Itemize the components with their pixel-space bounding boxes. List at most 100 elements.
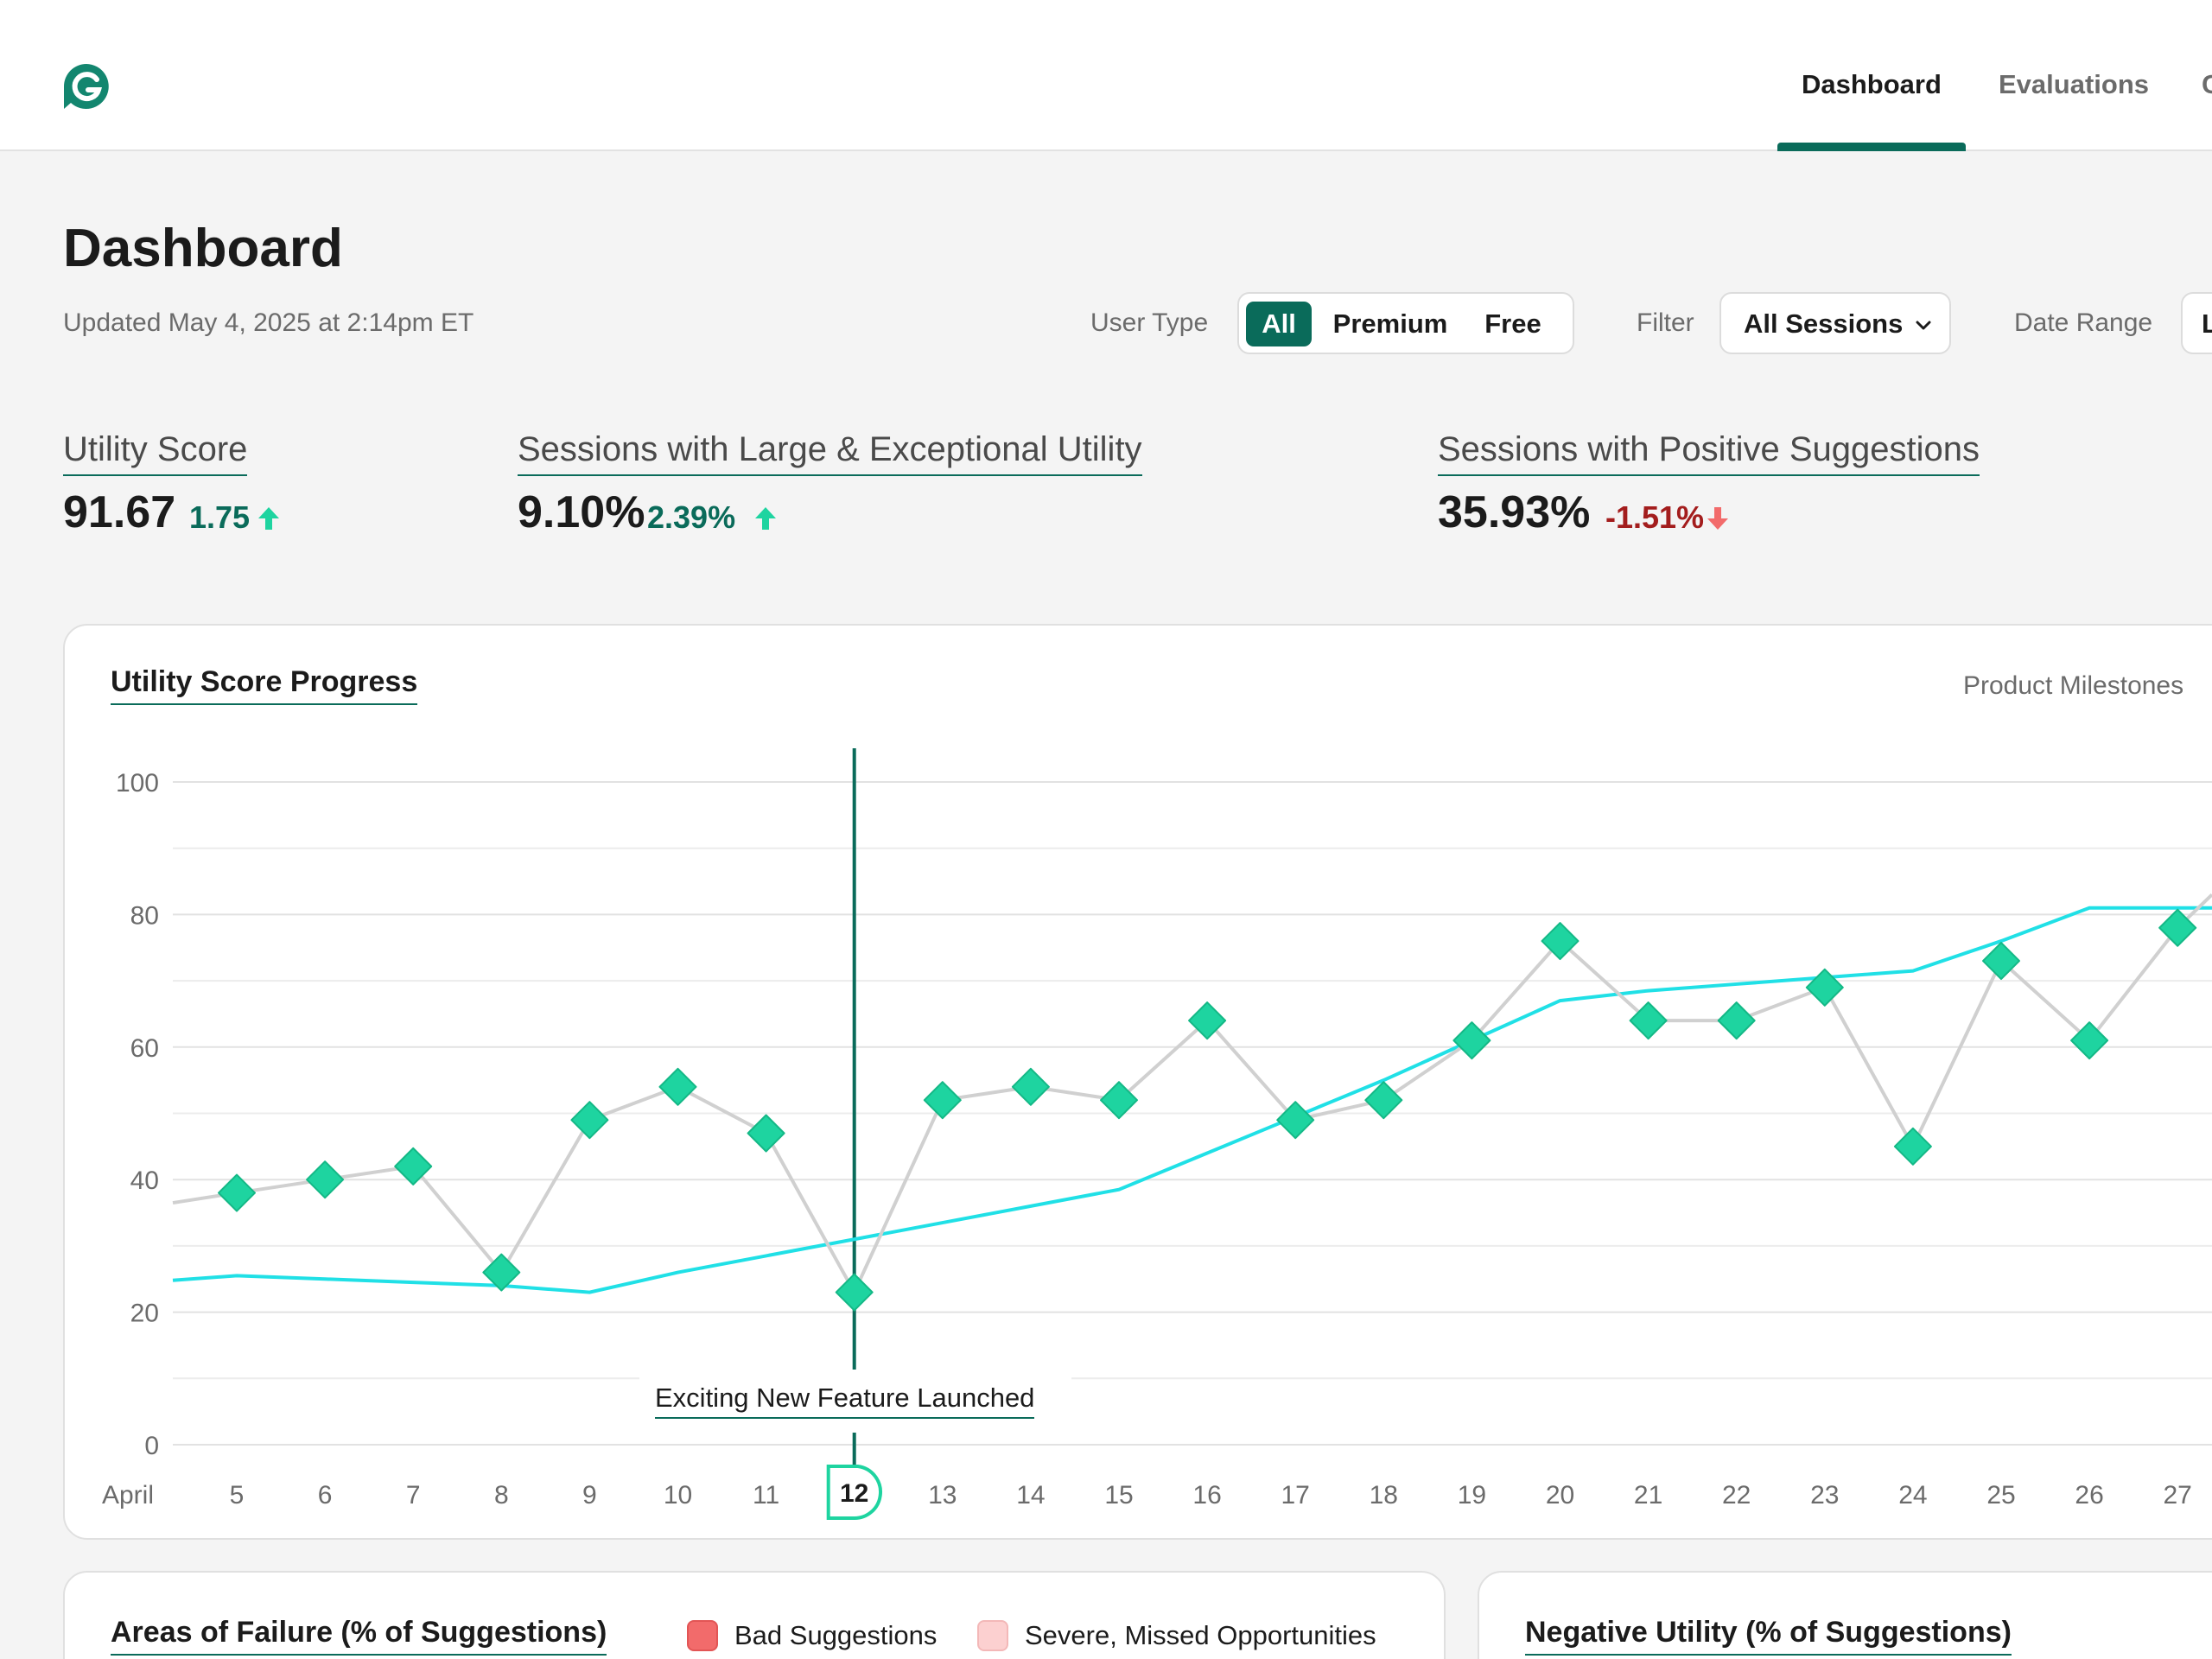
user-type-all[interactable]: All bbox=[1246, 302, 1312, 346]
y-tick-label: 40 bbox=[130, 1166, 159, 1195]
x-tick-label: 22 bbox=[1722, 1481, 1751, 1510]
filter-dropdown[interactable]: All Sessions bbox=[1719, 292, 1951, 354]
y-tick-label: 0 bbox=[144, 1432, 159, 1460]
updated-timestamp: Updated May 4, 2025 at 2:14pm ET bbox=[63, 308, 474, 337]
x-tick-label: 6 bbox=[318, 1481, 333, 1510]
product-milestones-toggle[interactable]: Product Milestones bbox=[1963, 671, 2184, 700]
y-tick-label: 60 bbox=[130, 1034, 159, 1063]
daily-score-line bbox=[172, 893, 2212, 1297]
x-tick-label: 19 bbox=[1458, 1481, 1486, 1510]
arrow-up-icon bbox=[755, 507, 776, 530]
data-point-marker bbox=[218, 1173, 256, 1212]
data-point-marker bbox=[1982, 942, 2020, 981]
metric-utility-score-label[interactable]: Utility Score bbox=[63, 430, 248, 476]
metric-positive-suggestions-label[interactable]: Sessions with Positive Suggestions bbox=[1438, 430, 1980, 476]
metric-positive-suggestions-delta: -1.51% bbox=[1605, 499, 1705, 535]
x-tick-label: 27 bbox=[2164, 1481, 2192, 1510]
x-tick-label: 21 bbox=[1634, 1481, 1662, 1510]
data-point-marker bbox=[1364, 1081, 1403, 1120]
data-point-marker bbox=[1276, 1101, 1315, 1140]
metric-large-utility-label[interactable]: Sessions with Large & Exceptional Utilit… bbox=[518, 430, 1142, 476]
y-tick-label: 100 bbox=[116, 769, 159, 798]
legend-swatch-missed-opportunities bbox=[977, 1620, 1008, 1651]
data-point-marker bbox=[923, 1081, 962, 1120]
x-tick-label: 16 bbox=[1192, 1481, 1221, 1510]
data-point-marker bbox=[1188, 1001, 1227, 1040]
x-tick-label: 20 bbox=[1546, 1481, 1574, 1510]
data-point-marker bbox=[747, 1114, 785, 1153]
x-tick-label: 9 bbox=[582, 1481, 597, 1510]
chevron-down-icon bbox=[1916, 321, 1931, 330]
arrow-down-icon bbox=[1707, 507, 1728, 530]
data-point-marker bbox=[1629, 1001, 1668, 1040]
top-nav: Dashboard Evaluations C bbox=[0, 0, 2212, 151]
data-point-marker bbox=[570, 1101, 609, 1140]
arrow-up-icon bbox=[258, 507, 279, 530]
data-point-marker bbox=[1011, 1067, 1050, 1106]
date-range-label: Date Range bbox=[2014, 308, 2153, 337]
x-tick-label: 17 bbox=[1281, 1481, 1310, 1510]
x-month-label: April bbox=[102, 1481, 154, 1510]
data-point-marker bbox=[1805, 968, 1844, 1007]
x-tick-label: 8 bbox=[494, 1481, 509, 1510]
data-point-marker bbox=[1717, 1001, 1756, 1040]
data-point-marker bbox=[835, 1273, 874, 1312]
metric-large-utility-value: 9.10% bbox=[518, 487, 645, 537]
metric-utility-score-value: 91.67 bbox=[63, 487, 176, 537]
date-range-value: L bbox=[2202, 308, 2212, 339]
areas-of-failure-title[interactable]: Areas of Failure (% of Suggestions) bbox=[111, 1616, 607, 1656]
x-tick-label: 14 bbox=[1016, 1481, 1045, 1510]
trend-line bbox=[172, 906, 2212, 1294]
active-tab-indicator bbox=[1777, 143, 1966, 151]
x-tick-label: 18 bbox=[1370, 1481, 1398, 1510]
x-tick-highlight bbox=[826, 1465, 882, 1521]
utility-progress-title[interactable]: Utility Score Progress bbox=[111, 665, 418, 705]
negative-utility-card bbox=[1478, 1571, 2212, 1659]
data-point-marker bbox=[1452, 1021, 1491, 1060]
areas-of-failure-card bbox=[63, 1571, 1446, 1659]
tab-dashboard[interactable]: Dashboard bbox=[1802, 69, 1942, 99]
filter-label: Filter bbox=[1637, 308, 1694, 337]
x-tick-label: 7 bbox=[406, 1481, 421, 1510]
x-tick-label: 12 bbox=[840, 1479, 868, 1508]
x-tick-label: 11 bbox=[753, 1481, 779, 1510]
data-point-marker bbox=[1541, 922, 1580, 961]
metric-large-utility-delta: 2.39% bbox=[647, 499, 736, 535]
legend-missed-opportunities[interactable]: Severe, Missed Opportunities bbox=[1025, 1620, 1376, 1650]
user-type-free[interactable]: Free bbox=[1484, 308, 1541, 339]
x-tick-label: 24 bbox=[1898, 1481, 1927, 1510]
data-point-marker bbox=[2070, 1021, 2109, 1060]
x-tick-label: 15 bbox=[1104, 1481, 1133, 1510]
y-tick-label: 20 bbox=[130, 1300, 159, 1328]
tab-truncated[interactable]: C bbox=[2202, 69, 2212, 99]
user-type-premium[interactable]: Premium bbox=[1332, 308, 1448, 339]
data-point-marker bbox=[2158, 908, 2197, 947]
data-point-marker bbox=[658, 1067, 697, 1106]
data-point-marker bbox=[1893, 1127, 1932, 1166]
page-title: Dashboard bbox=[63, 219, 343, 278]
x-tick-label: 5 bbox=[230, 1481, 245, 1510]
legend-bad-suggestions[interactable]: Bad Suggestions bbox=[734, 1620, 938, 1650]
x-tick-label: 13 bbox=[928, 1481, 957, 1510]
data-point-marker bbox=[306, 1160, 345, 1199]
data-point-marker bbox=[482, 1253, 521, 1292]
grammarly-logo-icon[interactable] bbox=[62, 62, 111, 111]
legend-swatch-bad-suggestions bbox=[687, 1620, 718, 1651]
x-tick-label: 26 bbox=[2075, 1481, 2103, 1510]
x-tick-label: 23 bbox=[1810, 1481, 1839, 1510]
x-tick-label: 25 bbox=[1986, 1481, 2015, 1510]
date-range-dropdown[interactable]: L bbox=[2181, 292, 2212, 354]
y-tick-label: 80 bbox=[130, 901, 159, 930]
tab-evaluations[interactable]: Evaluations bbox=[1999, 69, 2149, 99]
user-type-label: User Type bbox=[1090, 308, 1209, 337]
x-tick-label: 10 bbox=[664, 1481, 692, 1510]
negative-utility-title[interactable]: Negative Utility (% of Suggestions) bbox=[1525, 1616, 2012, 1656]
filter-value: All Sessions bbox=[1744, 308, 1904, 339]
data-point-marker bbox=[1100, 1081, 1138, 1120]
user-type-segmented-control: All Premium Free bbox=[1237, 292, 1574, 354]
data-point-marker bbox=[394, 1147, 433, 1185]
milestone-annotation[interactable]: Exciting New Feature Launched bbox=[655, 1382, 1035, 1419]
metric-utility-score-delta: 1.75 bbox=[189, 499, 251, 535]
metric-positive-suggestions-value: 35.93% bbox=[1438, 487, 1591, 537]
